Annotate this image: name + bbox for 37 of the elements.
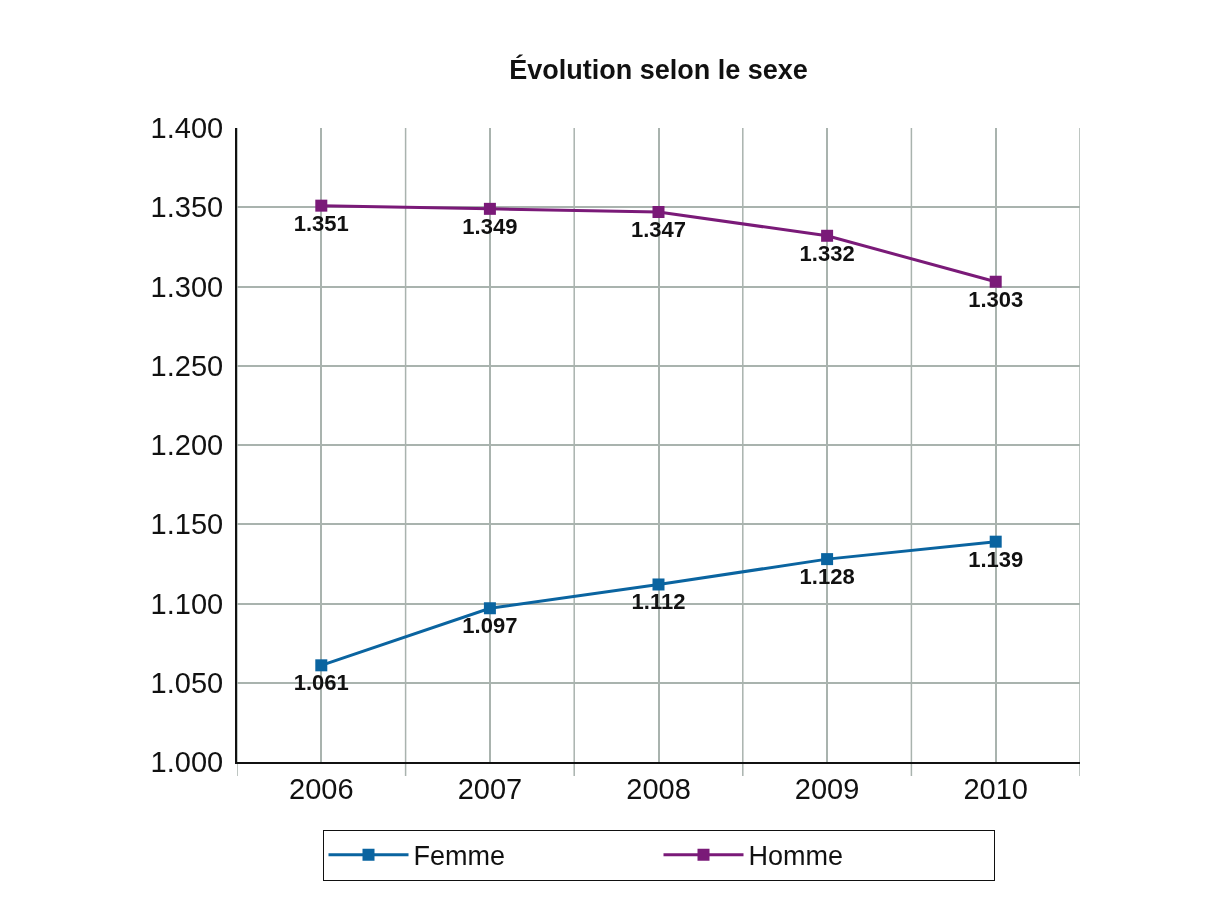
point — [483, 602, 496, 615]
chart-title: Évolution selon le sexe — [509, 54, 808, 86]
legend-label: Femme — [413, 841, 506, 872]
data-label: 1.349 — [462, 213, 518, 239]
data-label: 1.097 — [462, 613, 518, 639]
x-tick-label: 2010 — [963, 772, 1028, 805]
y-tick-label: 1.200 — [150, 429, 224, 462]
point — [652, 206, 665, 218]
data-label: 1.112 — [631, 589, 686, 615]
data-label: 1.332 — [799, 240, 855, 266]
y-tick-label: 1.050 — [150, 666, 224, 699]
x-tick-label: 2006 — [289, 772, 354, 805]
y-tick-label: 1.150 — [150, 508, 224, 541]
point — [315, 199, 328, 212]
y-tick-label: 1.400 — [150, 112, 224, 145]
data-label: 1.351 — [293, 210, 349, 236]
y-tick-label: 1.250 — [150, 349, 224, 382]
y-tick-label: 1.300 — [150, 270, 224, 303]
data-label: 1.128 — [799, 564, 855, 590]
y-tick-label: 1.350 — [150, 191, 224, 224]
point — [821, 553, 834, 566]
point — [821, 229, 834, 242]
point — [315, 659, 328, 672]
point — [989, 535, 1002, 548]
x-tick-label: 2008 — [626, 772, 691, 805]
y-tick-label: 1.100 — [150, 587, 224, 620]
x-tick-label: 2009 — [794, 772, 860, 805]
point — [483, 202, 496, 215]
data-label: 1.303 — [968, 286, 1024, 312]
data-label: 1.347 — [630, 217, 687, 242]
data-label: 1.139 — [968, 546, 1024, 572]
point — [652, 578, 665, 591]
y-tick-label: 1.000 — [150, 746, 224, 779]
x-tick-label: 2007 — [457, 772, 523, 805]
point — [989, 275, 1002, 288]
legend-label: Homme — [748, 841, 844, 872]
data-label: 1.061 — [293, 670, 349, 696]
